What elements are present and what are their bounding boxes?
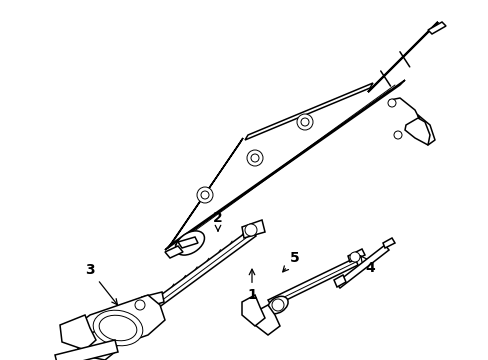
Polygon shape (168, 138, 243, 248)
Circle shape (296, 114, 312, 130)
Text: 4: 4 (360, 256, 374, 275)
Polygon shape (55, 340, 118, 360)
Text: 3: 3 (85, 263, 117, 305)
Text: 1: 1 (246, 269, 256, 302)
Circle shape (271, 299, 284, 311)
Polygon shape (267, 258, 357, 307)
Polygon shape (164, 80, 404, 250)
Polygon shape (244, 83, 372, 140)
Polygon shape (178, 237, 198, 248)
Ellipse shape (99, 315, 137, 341)
Circle shape (197, 187, 213, 203)
Polygon shape (70, 295, 164, 355)
Polygon shape (427, 22, 445, 34)
Polygon shape (75, 330, 115, 360)
Polygon shape (335, 245, 388, 288)
Polygon shape (60, 315, 96, 350)
Text: 5: 5 (282, 251, 299, 272)
Polygon shape (333, 275, 346, 287)
Circle shape (387, 99, 395, 107)
Ellipse shape (175, 231, 204, 255)
Polygon shape (242, 220, 264, 238)
Ellipse shape (267, 296, 287, 314)
Circle shape (244, 224, 257, 236)
Circle shape (393, 131, 401, 139)
Circle shape (246, 150, 263, 166)
Polygon shape (164, 246, 183, 258)
Circle shape (349, 252, 359, 262)
Polygon shape (347, 249, 364, 262)
Circle shape (201, 191, 208, 199)
Polygon shape (254, 305, 280, 335)
Polygon shape (382, 238, 394, 248)
Polygon shape (142, 292, 163, 308)
Text: 2: 2 (213, 211, 223, 231)
Circle shape (250, 154, 259, 162)
Polygon shape (150, 228, 256, 311)
Polygon shape (367, 22, 437, 92)
Circle shape (135, 300, 145, 310)
Ellipse shape (93, 310, 142, 346)
Polygon shape (242, 295, 264, 326)
Circle shape (301, 118, 308, 126)
Polygon shape (404, 118, 429, 145)
